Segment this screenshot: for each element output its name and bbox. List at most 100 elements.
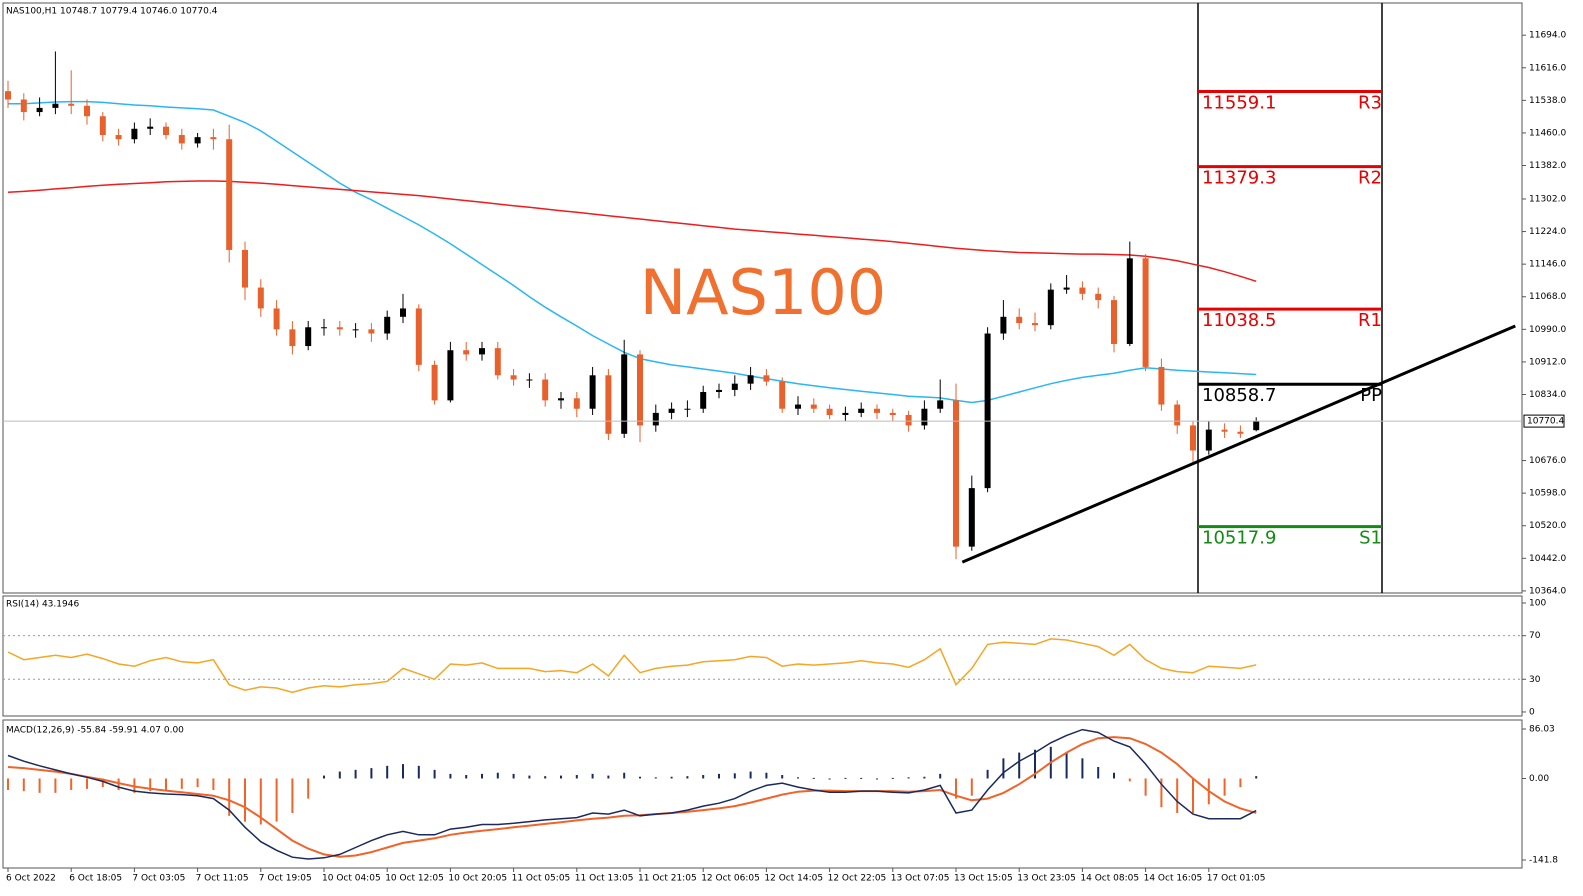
histogram-bar	[244, 778, 246, 822]
histogram-bar	[70, 778, 73, 790]
histogram-bar	[7, 778, 9, 790]
candle-body	[889, 412, 896, 415]
candle-body	[273, 308, 280, 330]
y-tick-label: 11302.0	[1529, 194, 1566, 204]
histogram-bar	[844, 777, 847, 779]
candle-body	[747, 375, 754, 384]
histogram-bar	[54, 778, 57, 793]
histogram-bar	[291, 778, 294, 813]
x-tick-label: 10 Oct 12:05	[385, 874, 444, 884]
histogram-bar	[560, 775, 562, 779]
candle-body	[637, 354, 643, 426]
rsi-line	[7, 638, 1257, 694]
candle-body	[36, 107, 43, 113]
x-tick-label: 7 Oct 11:05	[196, 874, 249, 884]
histogram-bar	[876, 778, 878, 780]
histogram-bar	[465, 775, 468, 779]
x-tick-label: 11 Oct 13:05	[575, 874, 634, 884]
candle-body	[131, 128, 138, 140]
candle-body	[194, 137, 201, 144]
histogram-bar	[828, 778, 831, 780]
rsi-pane	[2, 595, 1523, 717]
histogram-bar	[639, 776, 641, 779]
y-tick-label: 70	[1529, 631, 1541, 641]
histogram-bar	[402, 764, 404, 779]
y-tick-label: 11694.0	[1529, 31, 1566, 41]
candle-body	[1253, 421, 1260, 431]
histogram-bar	[1002, 758, 1005, 779]
histogram-bar	[860, 777, 863, 779]
candle-body	[1047, 289, 1054, 326]
candle-body	[795, 404, 801, 409]
main-title: NAS100,H1 10748.7 10779.4 10746.0 10770.…	[6, 7, 218, 17]
histogram-bar	[354, 769, 357, 779]
histogram-bar	[1097, 766, 1100, 779]
candle-body	[1190, 425, 1196, 451]
histogram-bar	[1018, 752, 1021, 779]
candle-body	[558, 398, 564, 401]
candle-body	[1205, 429, 1212, 451]
histogram-bar	[117, 778, 120, 790]
candle-body	[147, 126, 154, 129]
pivot-value: 11559.1	[1202, 93, 1276, 114]
candle-body	[99, 116, 106, 136]
watermark: NAS100	[640, 256, 887, 329]
candle-body	[905, 414, 912, 426]
histogram-bar	[1176, 778, 1179, 813]
histogram-bar	[1192, 778, 1194, 813]
y-tick-label: 100	[1529, 598, 1546, 608]
histogram-bar	[1255, 776, 1258, 779]
candle-body	[700, 392, 707, 409]
candle-body	[210, 137, 217, 140]
x-tick-label: 13 Oct 07:05	[891, 874, 950, 884]
candle-body	[1063, 287, 1070, 290]
candle-body	[415, 308, 422, 365]
candle-body	[874, 408, 880, 413]
histogram-bar	[1065, 752, 1068, 779]
pivot-value: 10858.7	[1202, 385, 1276, 406]
x-tick-label: 6 Oct 2022	[6, 874, 56, 884]
candle-body	[1158, 366, 1165, 405]
histogram-bar	[386, 765, 389, 779]
histogram-bar	[370, 768, 373, 779]
candle-body	[226, 139, 233, 250]
histogram-bar	[528, 775, 531, 779]
x-tick-label: 7 Oct 03:05	[132, 874, 185, 884]
histogram-bar	[101, 778, 104, 788]
y-tick-label: 11224.0	[1529, 227, 1566, 237]
candle-body	[763, 375, 770, 382]
candle-body	[953, 400, 959, 547]
macd-line	[7, 728, 1257, 860]
pivot-name: R1	[1358, 310, 1382, 331]
histogram-bar	[544, 776, 547, 779]
candle-body	[1000, 316, 1007, 334]
histogram-bar	[955, 778, 957, 799]
histogram-bar	[765, 772, 768, 779]
candle-body	[400, 308, 406, 317]
histogram-bar	[149, 778, 152, 792]
histogram-bar	[907, 777, 910, 779]
histogram-bar	[22, 778, 25, 792]
candle-body	[1174, 404, 1181, 426]
candle-body	[573, 398, 580, 409]
candle-body	[431, 364, 438, 401]
candle-body	[668, 408, 675, 413]
trendline	[961, 324, 1516, 564]
y-tick-label: 10676.0	[1529, 456, 1566, 466]
histogram-bar	[718, 773, 720, 779]
histogram-bar	[939, 773, 942, 779]
histogram-bar	[1223, 778, 1226, 796]
histogram-bar	[1034, 749, 1036, 779]
current-price-box	[1523, 414, 1565, 428]
histogram-bar	[781, 775, 784, 779]
x-tick-label: 10 Oct 04:05	[322, 874, 381, 884]
x-tick-label: 12 Oct 06:05	[701, 874, 760, 884]
y-tick-label: 10990.0	[1529, 325, 1566, 335]
candle-body	[305, 327, 312, 347]
candle-body	[526, 379, 533, 381]
x-tick-label: 11 Oct 05:05	[512, 874, 571, 884]
candle-body	[842, 412, 849, 415]
candle-body	[826, 408, 833, 415]
